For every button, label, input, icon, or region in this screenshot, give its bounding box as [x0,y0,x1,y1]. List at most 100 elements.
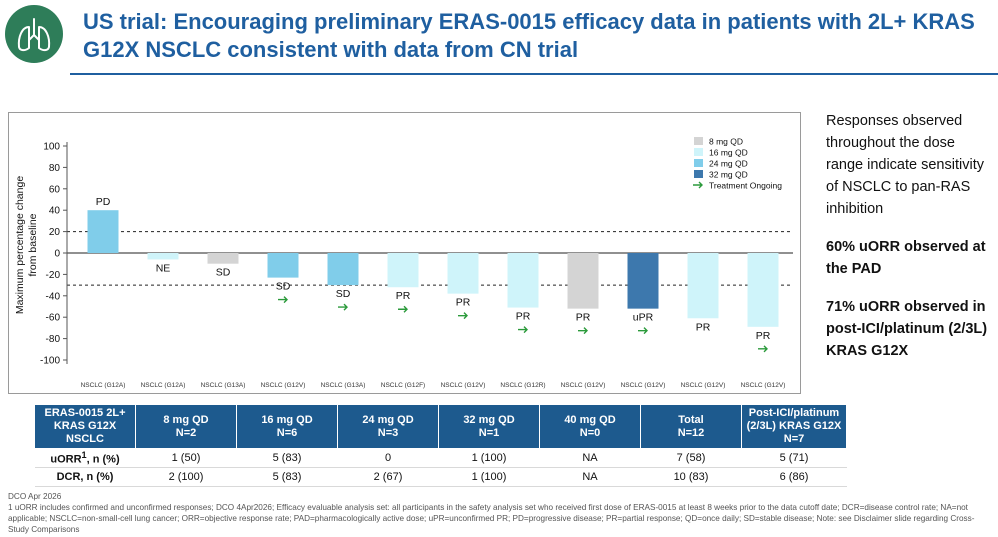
y-axis-title-line1: Maximum percentage change [14,176,26,314]
table-cell: 5 (71) [741,448,847,468]
x-category-label: NSCLC (G12V) [681,382,726,389]
bar-response-label: PR [696,321,711,333]
title-divider [70,73,998,75]
waterfall-bar [387,253,419,288]
col-header-32mg: 32 mg QD N=1 [438,404,540,449]
bar-response-label: PD [96,196,111,208]
bar-response-label: PR [576,312,591,324]
x-category-label: NSCLC (G12V) [741,382,786,389]
bar-response-label: PR [396,290,411,302]
col-header-16mg: 16 mg QD N=6 [236,404,338,449]
bar-response-label: PR [756,330,771,342]
table-cell: 6 (86) [741,467,847,487]
table-cell: 7 (58) [640,448,742,468]
table-cell: 1 (100) [438,467,540,487]
header: US trial: Encouraging preliminary ERAS-0… [0,0,998,75]
treatment-ongoing-arrow-icon [758,345,768,353]
table-header-row: ERAS-0015 2L+ KRAS G12X NSCLC 8 mg QD N=2 1… [34,404,847,449]
waterfall-bar [747,253,779,327]
y-tick-label: -100 [40,356,60,367]
bar-response-label: PR [456,297,471,309]
waterfall-bar [627,253,659,309]
col-header-population: ERAS-0015 2L+ KRAS G12X NSCLC [34,404,136,449]
takeaway-post-ici: 71% uORR observed in post-ICI/platinum (… [826,299,988,359]
waterfall-chart-frame: PD NE SD SD SD PR PR PR PR uPR PR PR 100 80 60 40 20 0 -2… [8,112,801,394]
key-takeaways: Responses observed throughout the dose r… [826,110,996,362]
bar-response-label: SD [336,288,351,300]
legend-label: 32 mg QD [709,170,748,180]
y-tick-label: 60 [49,184,61,195]
waterfall-bar [267,253,299,278]
waterfall-bar [447,253,479,294]
x-category-label: NSCLC (G12R) [500,382,545,389]
row-label-uorr: uORR1, n (%) [34,448,136,468]
table-cell: 0 [337,448,439,468]
footnote-definitions: 1 uORR includes confirmed and unconfirme… [8,503,975,534]
bar-response-label: SD [216,267,231,279]
x-category-label: NSCLC (G12V) [621,382,666,389]
legend-label: 8 mg QD [709,137,743,147]
table-cell: 2 (67) [337,467,439,487]
x-category-label: NSCLC (G12V) [261,382,306,389]
y-tick-label: -60 [46,313,61,324]
y-tick-label: -80 [46,334,61,345]
row-label-dcr: DCR, n (%) [34,467,136,487]
legend-swatch [694,159,703,167]
y-tick-label: -40 [46,291,61,302]
table-row-uorr: uORR1, n (%) 1 (50) 5 (83) 0 1 (100) NA … [34,448,847,468]
x-category-label: NSCLC (G12V) [441,382,486,389]
table-cell: NA [539,448,641,468]
waterfall-bar [87,210,119,253]
waterfall-bar [147,253,179,260]
waterfall-bar [507,253,539,308]
treatment-ongoing-arrow-icon [398,305,408,313]
legend-label: 16 mg QD [709,148,748,158]
waterfall-bar [207,253,239,264]
treatment-ongoing-arrow-icon [338,303,348,311]
col-header-total: Total N=12 [640,404,742,449]
treatment-ongoing-arrow-icon [638,327,648,335]
x-category-label: NSCLC (G13A) [201,382,246,389]
legend-swatch [694,148,703,156]
legend-label: 24 mg QD [709,159,748,169]
table-cell: 5 (83) [236,467,338,487]
col-header-post-ici: Post-ICI/platinum (2/3L) KRAS G12X N=7 [741,404,847,449]
footnotes: DCO Apr 2026 1 uORR includes confirmed a… [8,491,993,535]
y-tick-label: 20 [49,227,61,238]
efficacy-table: ERAS-0015 2L+ KRAS G12X NSCLC 8 mg QD N=2 1… [34,404,847,487]
table-cell: 2 (100) [135,467,237,487]
takeaway-dose-range: Responses observed throughout the dose r… [826,113,984,217]
bar-response-label: SD [276,281,291,293]
treatment-ongoing-arrow-icon [278,296,288,304]
bar-response-label: NE [156,262,171,274]
x-category-label: NSCLC (G12F) [381,382,425,389]
bar-response-label: uPR [633,312,654,324]
y-tick-label: 80 [49,163,61,174]
y-tick-label: 40 [49,206,61,217]
waterfall-bar [567,253,599,309]
table-cell: 5 (83) [236,448,338,468]
x-category-label: NSCLC (G12A) [81,382,126,389]
y-tick-label: 100 [43,142,60,153]
table-row-dcr: DCR, n (%) 2 (100) 5 (83) 2 (67) 1 (100)… [34,467,847,487]
x-category-label: NSCLC (G12A) [141,382,186,389]
x-category-label: NSCLC (G12V) [561,382,606,389]
waterfall-bar [327,253,359,286]
table-cell: 1 (50) [135,448,237,468]
lungs-icon [17,18,51,52]
treatment-ongoing-arrow-icon [458,312,468,320]
col-header-40mg: 40 mg QD N=0 [539,404,641,449]
table-cell: NA [539,467,641,487]
y-axis-title-line2: from baseline [27,213,39,276]
col-header-24mg: 24 mg QD N=3 [337,404,439,449]
table-cell: 10 (83) [640,467,742,487]
col-header-8mg: 8 mg QD N=2 [135,404,237,449]
legend-swatch [694,137,703,145]
legend-arrow-icon [693,181,703,189]
waterfall-bar [687,253,719,319]
page-title: US trial: Encouraging preliminary ERAS-0… [83,9,975,62]
takeaway-pad: 60% uORR observed at the PAD [826,239,986,277]
y-tick-label: -20 [46,270,61,281]
footnote-dco: DCO Apr 2026 [8,492,62,501]
logo-badge [5,5,63,63]
